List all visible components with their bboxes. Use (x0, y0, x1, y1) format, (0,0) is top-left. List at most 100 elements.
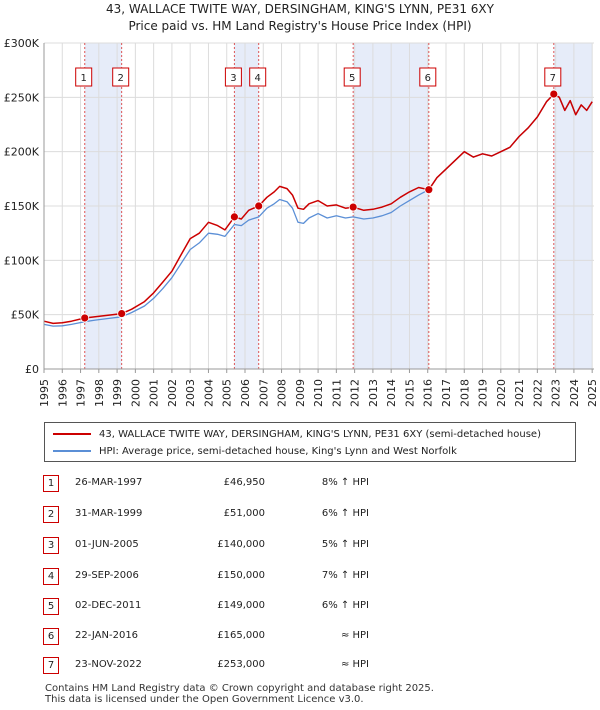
sale-label: 5 (349, 73, 355, 84)
legend-label-property: 43, WALLACE TWITE WAY, DERSINGHAM, KING'… (99, 429, 541, 440)
table-row: 7 23-NOV-2022 £253,000 ≈ HPI (0, 656, 600, 676)
transaction-price: £150,000 (217, 570, 265, 581)
table-row: 3 01-JUN-2005 £140,000 5% ↑ HPI (0, 536, 600, 556)
sale-label: 7 (550, 73, 556, 84)
transaction-hpi: ≈ HPI (340, 630, 369, 641)
transaction-date: 29-SEP-2006 (75, 570, 139, 581)
legend-item-hpi: HPI: Average price, semi-detached house,… (53, 446, 457, 457)
x-tick-label: 2017 (440, 379, 453, 407)
x-tick-label: 2025 (586, 379, 599, 407)
transaction-price: £46,950 (223, 477, 265, 488)
sale-label: 2 (118, 73, 124, 84)
sale-point (348, 202, 358, 212)
sale-label-box (343, 67, 361, 87)
x-tick-label: 2013 (367, 379, 380, 407)
x-tick-label: 2009 (294, 379, 307, 407)
sale-point (80, 313, 90, 323)
sale-point (424, 185, 434, 195)
x-tick-label: 1995 (38, 379, 51, 407)
x-tick-label: 2019 (477, 379, 490, 407)
sale-point (254, 201, 264, 211)
footer-copyright: Contains HM Land Registry data © Crown c… (45, 683, 434, 694)
legend-item-property: 43, WALLACE TWITE WAY, DERSINGHAM, KING'… (53, 429, 541, 440)
sale-point (229, 212, 239, 222)
sale-label-box (249, 67, 267, 87)
sale-point (549, 89, 559, 99)
x-tick-label: 2018 (458, 379, 471, 407)
legend-line-blue (53, 450, 91, 452)
transaction-price: £149,000 (217, 600, 265, 611)
x-tick-label: 2023 (550, 379, 563, 407)
transaction-date: 02-DEC-2011 (75, 600, 142, 611)
x-tick-label: 2016 (422, 379, 435, 407)
sale-label: 3 (230, 73, 236, 84)
x-tick-label: 2020 (495, 379, 508, 407)
transaction-hpi: 5% ↑ HPI (321, 539, 369, 550)
y-tick-label: £100K (4, 254, 40, 267)
sale-label: 4 (255, 73, 261, 84)
x-tick-label: 1996 (56, 379, 69, 407)
x-tick-label: 2006 (239, 379, 252, 407)
transaction-date: 31-MAR-1999 (75, 508, 143, 519)
table-row: 5 02-DEC-2011 £149,000 6% ↑ HPI (0, 597, 600, 617)
sale-label-box (544, 67, 562, 87)
transaction-number: 3 (43, 537, 59, 554)
transaction-date: 23-NOV-2022 (75, 659, 142, 670)
transaction-number: 7 (43, 657, 59, 674)
legend-label-hpi: HPI: Average price, semi-detached house,… (99, 446, 457, 457)
y-tick-label: £300K (4, 37, 40, 50)
transaction-hpi: 6% ↑ HPI (321, 600, 369, 611)
sale-label: 1 (81, 73, 87, 84)
y-tick-label: £0 (25, 363, 39, 376)
x-tick-label: 2002 (166, 379, 179, 407)
transaction-price: £253,000 (217, 659, 265, 670)
y-tick-label: £200K (4, 146, 40, 159)
table-row: 1 26-MAR-1997 £46,950 8% ↑ HPI (0, 474, 600, 494)
sale-label-box (75, 67, 93, 87)
x-tick-label: 1998 (93, 379, 106, 407)
y-tick-label: £50K (11, 309, 40, 322)
transaction-date: 01-JUN-2005 (75, 539, 139, 550)
sale-label-box (419, 67, 437, 87)
transaction-date: 22-JAN-2016 (75, 630, 139, 641)
chart-title: 43, WALLACE TWITE WAY, DERSINGHAM, KING'… (106, 2, 494, 16)
y-tick-label: £250K (4, 91, 40, 104)
x-tick-label: 2004 (202, 379, 215, 407)
transaction-hpi: 8% ↑ HPI (321, 477, 369, 488)
transaction-price: £165,000 (217, 630, 265, 641)
sale-label-box (112, 67, 130, 87)
x-tick-label: 1997 (75, 379, 88, 407)
transaction-hpi: ≈ HPI (340, 659, 369, 670)
x-tick-label: 2011 (330, 379, 343, 407)
x-tick-label: 2003 (184, 379, 197, 407)
table-row: 6 22-JAN-2016 £165,000 ≈ HPI (0, 627, 600, 647)
table-row: 2 31-MAR-1999 £51,000 6% ↑ HPI (0, 505, 600, 525)
x-tick-label: 2015 (403, 379, 416, 407)
x-tick-label: 2008 (276, 379, 289, 407)
x-tick-label: 1999 (111, 379, 124, 407)
x-tick-label: 2000 (129, 379, 142, 407)
transaction-number: 6 (43, 628, 59, 645)
transaction-number: 1 (43, 475, 59, 492)
transaction-number: 4 (43, 568, 59, 585)
table-row: 4 29-SEP-2006 £150,000 7% ↑ HPI (0, 567, 600, 587)
transaction-price: £140,000 (217, 539, 265, 550)
transaction-hpi: 7% ↑ HPI (321, 570, 369, 581)
transaction-number: 5 (43, 598, 59, 615)
chart-legend: 43, WALLACE TWITE WAY, DERSINGHAM, KING'… (44, 422, 576, 462)
x-tick-label: 2024 (568, 379, 581, 407)
sale-label: 6 (425, 73, 431, 84)
transaction-price: £51,000 (223, 508, 265, 519)
x-tick-label: 2005 (221, 379, 234, 407)
sale-label-box (224, 67, 242, 87)
x-tick-label: 2010 (312, 379, 325, 407)
legend-line-red (53, 433, 91, 435)
price-chart: 1 2 3 4 5 6 7 £0 £50K £100K £150K £200K £250K £300K 19… (4, 37, 599, 407)
x-tick-label: 2014 (385, 379, 398, 407)
x-tick-label: 2021 (513, 379, 526, 407)
x-tick-label: 2012 (349, 379, 362, 407)
chart-subtitle: Price paid vs. HM Land Registry's House … (128, 19, 472, 33)
x-tick-label: 2007 (257, 379, 270, 407)
footer-licence: This data is licensed under the Open Gov… (45, 694, 364, 705)
y-tick-label: £150K (4, 200, 40, 213)
